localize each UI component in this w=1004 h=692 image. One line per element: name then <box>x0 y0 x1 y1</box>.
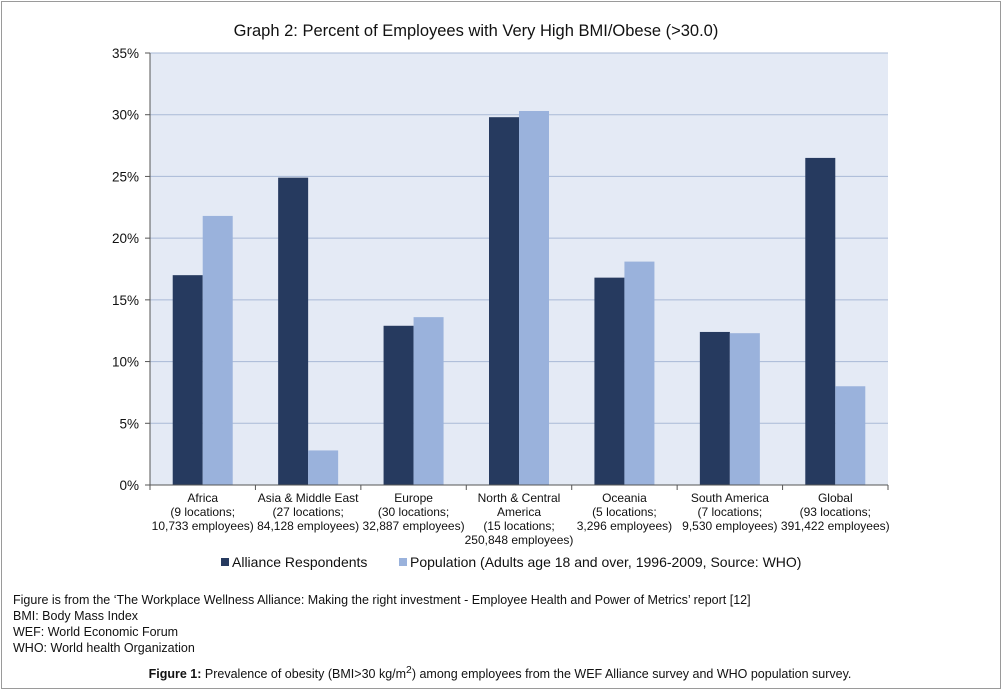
x-category-label: 9,530 employees) <box>682 519 777 533</box>
legend: Alliance Respondents Population (Adults a… <box>221 554 801 570</box>
x-category-label: Africa <box>187 491 218 505</box>
bars <box>172 111 866 486</box>
x-category-label: 10,733 employees) <box>152 519 254 533</box>
bar-alliance <box>489 117 519 485</box>
bar-population <box>835 386 866 485</box>
bar-population <box>308 450 339 485</box>
bar-alliance <box>805 157 836 485</box>
x-category-label: Global <box>818 491 853 505</box>
bar-population <box>624 261 655 485</box>
bar-chart: Graph 2: Percent of Employees with Very … <box>112 22 890 570</box>
bar-population <box>519 111 549 486</box>
figure-caption: Figure 1: Prevalence of obesity (BMI>30 … <box>0 665 1000 681</box>
x-category-label: 391,422 employees) <box>781 519 890 533</box>
x-category-label: Europe <box>394 491 433 505</box>
x-category-label: (27 locations; <box>272 505 343 519</box>
x-category-label: (93 locations; <box>800 505 871 519</box>
x-category-label: 250,848 employees) <box>465 533 574 547</box>
bar-alliance <box>172 275 203 485</box>
y-tick-label: 25% <box>112 169 139 184</box>
x-category-label: (5 locations; <box>592 505 657 519</box>
x-category-label: 84,128 employees) <box>257 519 359 533</box>
x-category-labels: Africa(9 locations;10,733 employees) Asia… <box>152 491 890 547</box>
x-category-label: (9 locations; <box>170 505 235 519</box>
caption-text-after: ) among employees from the WEF Alliance … <box>411 667 852 682</box>
y-tick-label: 5% <box>119 416 139 431</box>
x-category-label: (7 locations; <box>698 505 763 519</box>
y-tick-label: 0% <box>119 478 139 493</box>
bar-alliance <box>278 177 309 486</box>
note-bmi: BMI: Body Mass Index <box>13 609 139 623</box>
caption-label: Figure 1: <box>148 667 202 682</box>
bar-alliance <box>594 277 625 485</box>
x-category-label: Oceania <box>602 491 647 505</box>
x-category-label: (30 locations; <box>378 505 449 519</box>
y-tick-label: 15% <box>112 293 139 308</box>
legend-label: Alliance Respondents <box>232 554 367 570</box>
y-tick-label: 10% <box>112 355 139 370</box>
x-category-label: 32,887 employees) <box>363 519 465 533</box>
bar-alliance <box>699 331 730 485</box>
y-tick-label: 30% <box>112 108 139 123</box>
bar-population <box>202 215 233 485</box>
chart-title: Graph 2: Percent of Employees with Very … <box>234 22 719 40</box>
y-tick-label: 20% <box>112 231 139 246</box>
caption-text-before: Prevalence of obesity (BMI>30 kg/m <box>201 667 407 682</box>
y-tick-labels: 0% 5% 10% 15% 20% 25% 30% 35% <box>112 46 139 493</box>
x-category-label: 3,296 employees) <box>577 519 672 533</box>
figure-notes: Figure is from the ‘The Workplace Wellne… <box>13 592 751 656</box>
bar-population <box>413 317 444 485</box>
x-category-label: North & Central <box>478 491 561 505</box>
axes <box>145 52 889 490</box>
bar-population <box>729 333 760 485</box>
note-source: Figure is from the ‘The Workplace Wellne… <box>13 593 751 607</box>
caption-superscript: 2 <box>406 665 412 676</box>
x-category-label: Asia & Middle East <box>258 491 359 505</box>
x-category-label: (15 locations; <box>483 519 554 533</box>
note-who: WHO: World health Organization <box>13 641 195 655</box>
bar-alliance <box>383 325 414 485</box>
x-category-label: South America <box>691 491 769 505</box>
legend-label: Population (Adults age 18 and over, 1996… <box>410 554 801 570</box>
legend-swatch <box>221 558 229 566</box>
note-wef: WEF: World Economic Forum <box>13 625 179 639</box>
legend-swatch <box>399 558 407 566</box>
y-tick-label: 35% <box>112 46 139 61</box>
x-category-label: America <box>497 505 541 519</box>
